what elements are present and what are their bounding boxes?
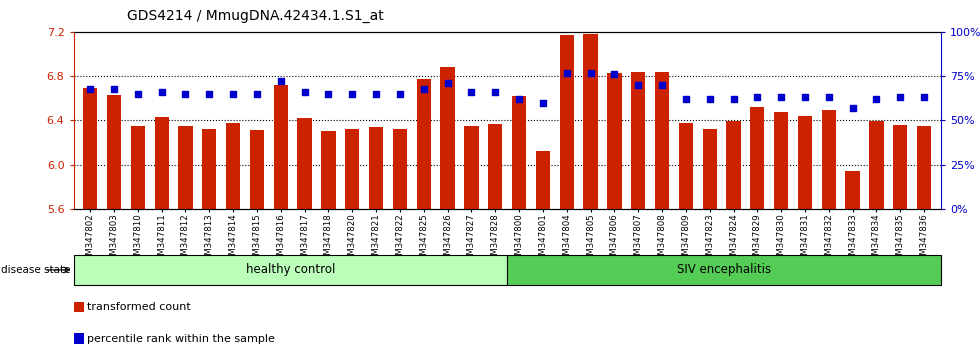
Bar (250, 130, 265, 354)
Bar (298, 118, 312, 354)
Bar (846, 171, 859, 354)
Point (177, 91, 193, 97)
Bar (798, 116, 812, 354)
Point (344, 91, 360, 97)
Text: transformed count: transformed count (87, 302, 191, 312)
Point (249, 91, 265, 97)
Bar (679, 122, 693, 354)
Bar (488, 124, 503, 354)
Bar (631, 72, 646, 354)
Bar (226, 122, 240, 354)
Point (368, 91, 384, 97)
Point (750, 95, 765, 100)
Point (893, 95, 908, 100)
Text: SIV encephalitis: SIV encephalitis (677, 263, 771, 276)
Point (106, 86, 122, 91)
Point (392, 91, 408, 97)
Text: disease state: disease state (1, 265, 71, 275)
Bar (655, 72, 669, 354)
Point (130, 91, 146, 97)
Bar (583, 34, 598, 354)
Bar (893, 125, 907, 354)
Point (535, 100, 551, 105)
Bar (321, 131, 335, 354)
Point (320, 91, 336, 97)
Bar (130, 126, 145, 354)
Point (868, 96, 884, 102)
Point (440, 80, 456, 86)
Point (583, 70, 599, 75)
Point (297, 89, 313, 95)
Point (773, 95, 789, 100)
Bar (178, 126, 193, 354)
Point (702, 96, 717, 102)
Point (916, 95, 932, 100)
Point (464, 89, 479, 95)
Point (82, 86, 98, 91)
Bar (536, 152, 550, 354)
Text: healthy control: healthy control (246, 263, 335, 276)
Point (725, 96, 741, 102)
Bar (917, 126, 931, 354)
Bar (440, 67, 455, 354)
Point (655, 82, 670, 88)
Bar (508, 255, 941, 285)
Text: GDS4214 / MmugDNA.42434.1.S1_at: GDS4214 / MmugDNA.42434.1.S1_at (127, 9, 384, 23)
Point (225, 91, 241, 97)
Point (202, 91, 218, 97)
Point (821, 95, 837, 100)
Bar (560, 35, 574, 354)
Bar (74, 255, 508, 285)
Bar (608, 73, 621, 354)
Bar (774, 112, 788, 354)
Bar (465, 126, 478, 354)
Point (154, 89, 170, 95)
Bar (512, 96, 526, 354)
Bar (273, 85, 288, 354)
Text: percentile rank within the sample: percentile rank within the sample (87, 334, 275, 344)
Point (559, 70, 574, 75)
Bar (703, 129, 716, 354)
Bar (869, 121, 884, 354)
Bar (202, 129, 217, 354)
Point (845, 105, 860, 111)
Point (797, 95, 812, 100)
Bar (821, 110, 836, 354)
Bar (750, 107, 764, 354)
Bar (416, 79, 431, 354)
Bar (393, 129, 407, 354)
Bar (726, 121, 741, 354)
Point (273, 79, 289, 84)
Bar (155, 117, 169, 354)
Bar (107, 95, 122, 354)
Point (416, 86, 431, 91)
Point (630, 82, 646, 88)
Bar (83, 88, 97, 354)
Bar (345, 129, 360, 354)
Point (678, 96, 694, 102)
Point (607, 72, 622, 77)
Point (487, 89, 503, 95)
Point (512, 96, 527, 102)
Bar (368, 127, 383, 354)
